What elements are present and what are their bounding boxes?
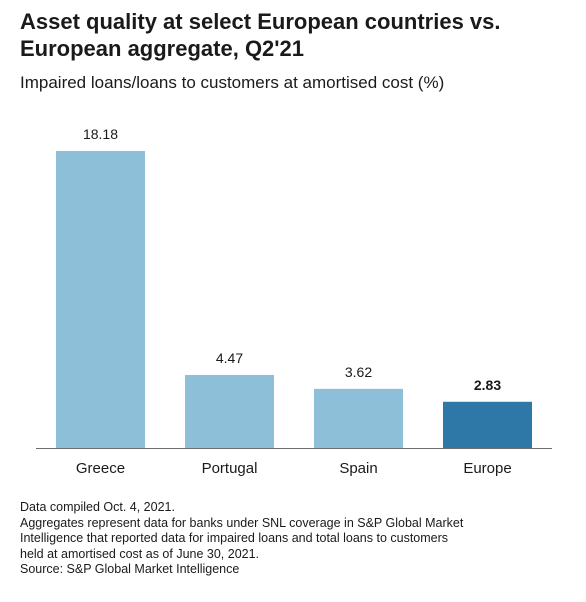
category-label-portugal: Portugal bbox=[202, 460, 258, 477]
footer-note-line-3: held at amortised cost as of June 30, 20… bbox=[20, 546, 260, 561]
value-label-portugal: 4.47 bbox=[216, 350, 243, 366]
bars-group bbox=[56, 151, 532, 448]
bar-chart: 18.18 4.47 3.62 2.83 Greece Portugal Spain Eur… bbox=[36, 126, 552, 477]
category-label-spain: Spain bbox=[339, 460, 377, 477]
chart-title: Asset quality at select European countri… bbox=[20, 8, 570, 62]
value-label-europe: 2.83 bbox=[474, 377, 501, 393]
bar-europe bbox=[443, 401, 532, 448]
bar-portugal bbox=[185, 374, 274, 448]
category-labels-group: Greece Portugal Spain Europe bbox=[76, 460, 512, 477]
value-label-spain: 3.62 bbox=[345, 364, 372, 380]
footer-compiled-date: Data compiled Oct. 4, 2021. bbox=[20, 500, 175, 514]
chart-footer: Data compiled Oct. 4, 2021. Aggregates r… bbox=[20, 500, 570, 578]
bar-greece bbox=[56, 151, 145, 448]
footer-note-line-1: Aggregates represent data for banks unde… bbox=[20, 515, 464, 530]
chart-subtitle: Impaired loans/loans to customers at amo… bbox=[20, 73, 445, 92]
category-label-greece: Greece bbox=[76, 460, 125, 477]
footer-note-line-2: Intelligence that reported data for impa… bbox=[20, 531, 449, 545]
category-label-europe: Europe bbox=[463, 460, 511, 477]
chart-title-line-2: European aggregate, Q2'21 bbox=[20, 36, 304, 61]
value-labels-group: 18.18 4.47 3.62 2.83 bbox=[83, 126, 501, 393]
chart-title-line-1: Asset quality at select European countri… bbox=[20, 9, 501, 34]
footer-source: Source: S&P Global Market Intelligence bbox=[20, 562, 240, 576]
value-label-greece: 18.18 bbox=[83, 126, 118, 142]
bar-spain bbox=[314, 388, 403, 448]
